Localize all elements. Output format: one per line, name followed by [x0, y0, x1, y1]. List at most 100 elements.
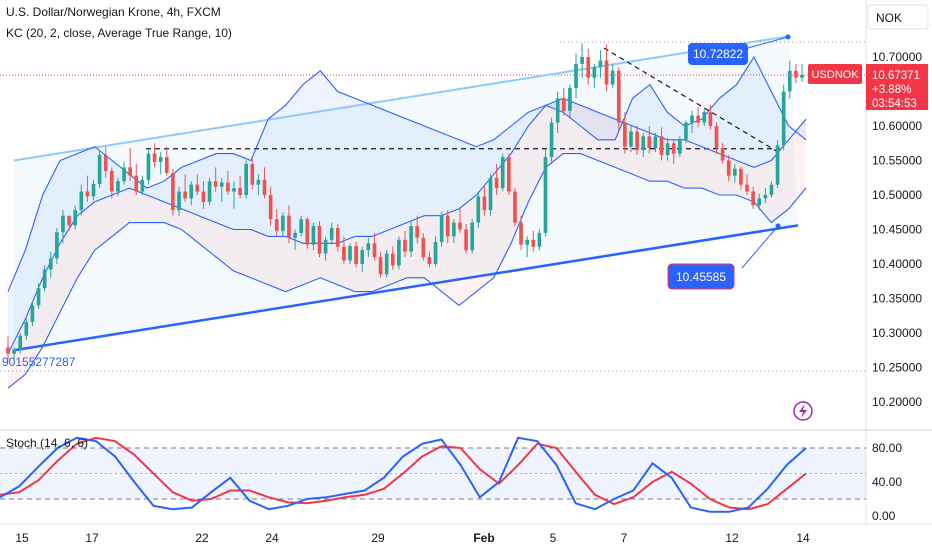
candle [696, 106, 701, 128]
candle [568, 84, 572, 118]
candle [213, 167, 218, 192]
candle [488, 174, 493, 216]
candle [299, 215, 304, 237]
falling-trendline[interactable] [603, 47, 779, 153]
candle [91, 179, 96, 201]
stoch-k-line [0, 436, 807, 513]
time-axis-tick: 29 [371, 531, 385, 545]
channel-top-line[interactable] [13, 35, 789, 162]
stoch-axis-tick: 40.00 [872, 475, 902, 489]
bottom-price-callout[interactable]: 10.45585 [667, 263, 735, 290]
candle [513, 188, 517, 227]
indicator-label: KC (20, 2, close, Average True Range, 10… [6, 26, 232, 40]
price-axis-tick: 10.35000 [872, 292, 922, 306]
candle [250, 157, 255, 190]
candle [476, 191, 481, 229]
candle [739, 166, 743, 190]
bottom-price-callout-text: 10.45585 [676, 270, 726, 284]
candle [543, 150, 548, 237]
candle [745, 174, 749, 195]
candle [702, 108, 707, 126]
time-axis-tick: 15 [15, 531, 29, 545]
time-axis-tick: 17 [85, 531, 99, 545]
candle [262, 167, 267, 199]
candle [561, 88, 566, 116]
candle [794, 63, 798, 84]
candle [335, 223, 340, 252]
time-axis-tick: 24 [265, 531, 279, 545]
candle [232, 181, 236, 209]
lightning-icon[interactable] [793, 401, 813, 421]
candle [757, 193, 762, 211]
candle [403, 230, 407, 258]
bar-countdown: 03:54:53 [872, 98, 917, 110]
candle [616, 67, 621, 130]
candle [354, 241, 358, 268]
top-price-callout[interactable]: 10.72822 [688, 43, 748, 65]
candle [537, 229, 542, 251]
candlestick-series[interactable] [6, 43, 804, 361]
price-axis[interactable]: 10.70000 10.60000 10.55000 10.50000 10.45000… [872, 50, 922, 409]
price-axis-tick: 10.55000 [872, 154, 922, 168]
price-tag: USDNOK 10.67371 +3.88% 03:54:53 [808, 64, 928, 110]
candle [800, 63, 804, 82]
candle [769, 181, 774, 198]
candle [55, 228, 59, 264]
candle [604, 44, 609, 92]
time-axis-tick: Feb [473, 531, 494, 545]
candle [726, 154, 731, 182]
top-measure-dot [785, 34, 791, 40]
candle [665, 138, 670, 161]
candle [79, 184, 84, 216]
bottom-measure-dot [775, 223, 781, 229]
candle [323, 236, 328, 261]
candle [177, 186, 181, 216]
candle [506, 153, 511, 195]
candle [6, 336, 10, 361]
keltner-lower-fill [8, 98, 806, 389]
time-axis-tick: 22 [195, 531, 209, 545]
candle [781, 84, 786, 151]
candle [226, 170, 230, 195]
candle [452, 219, 456, 244]
candle [500, 153, 505, 192]
currency-button-label: NOK [876, 11, 902, 25]
candle [329, 222, 334, 245]
candle [244, 160, 249, 199]
price-axis-tick: 10.60000 [872, 119, 922, 133]
change-percent: +3.88% [872, 84, 911, 96]
candle [629, 126, 633, 153]
price-axis-tick: 10.45000 [872, 223, 922, 237]
time-axis-tick: 14 [796, 531, 810, 545]
candle [409, 221, 413, 258]
candle [647, 126, 652, 154]
time-axis-tick: 7 [621, 531, 628, 545]
candle [714, 122, 719, 154]
candle [109, 167, 114, 199]
channel-bottom-line[interactable] [13, 224, 799, 352]
candle [42, 265, 47, 292]
price-axis-tick: 10.40000 [872, 257, 922, 271]
stoch-axis: 80.00 40.00 0.00 [872, 441, 902, 523]
candle [555, 91, 560, 133]
candle [610, 63, 615, 89]
time-axis-tick: 12 [725, 531, 739, 545]
candle [293, 229, 297, 251]
price-axis-tick: 10.50000 [872, 188, 922, 202]
stoch-axis-tick: 80.00 [872, 441, 902, 455]
candle [671, 139, 676, 164]
candle [397, 236, 401, 270]
keltner-middle-band [7, 97, 807, 354]
currency-button[interactable]: NOK [867, 4, 929, 30]
candle [274, 208, 279, 237]
candle [720, 143, 725, 164]
candle [787, 60, 792, 99]
candle [678, 136, 682, 158]
candle [287, 205, 291, 244]
candle [525, 236, 529, 258]
time-axis[interactable]: 15 17 22 24 29 Feb 5 7 12 14 [15, 531, 810, 545]
candle [268, 186, 273, 227]
candle [653, 132, 658, 153]
trend-channel-fill [14, 36, 798, 351]
